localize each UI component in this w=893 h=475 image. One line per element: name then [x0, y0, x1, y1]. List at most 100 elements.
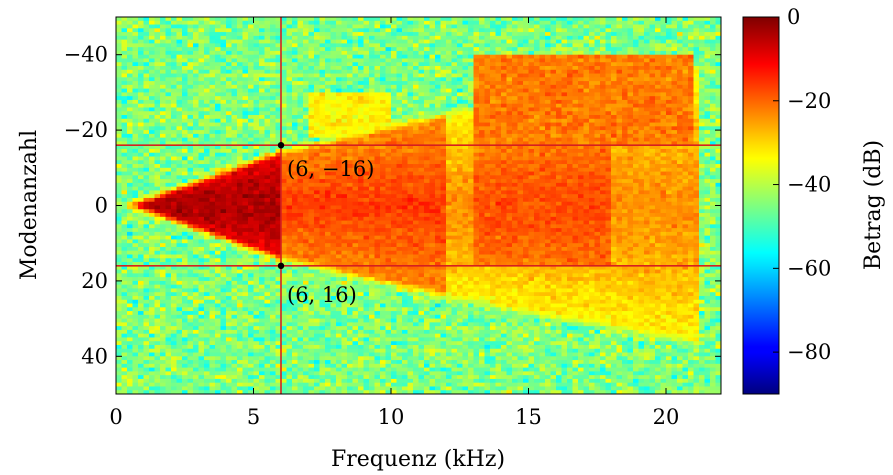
heatmap-cell: [303, 141, 310, 146]
heatmap-cell: [209, 122, 216, 127]
heatmap-cell: [116, 360, 123, 365]
heatmap-cell: [193, 213, 200, 218]
heatmap-cell: [204, 99, 211, 105]
heatmap-cell: [374, 292, 381, 297]
heatmap-cell: [380, 137, 387, 143]
heatmap-cell: [253, 216, 260, 222]
heatmap-cell: [303, 356, 310, 361]
heatmap-cell: [215, 152, 222, 158]
heatmap-cell: [248, 265, 255, 271]
heatmap-cell: [319, 360, 326, 365]
heatmap-cell: [308, 107, 315, 112]
heatmap-cell: [154, 254, 161, 259]
heatmap-cell: [325, 73, 332, 78]
heatmap-cell: [363, 171, 370, 176]
heatmap-cell: [242, 194, 249, 199]
heatmap-cell: [385, 201, 392, 207]
heatmap-cell: [264, 360, 271, 365]
heatmap-cell: [154, 288, 161, 293]
heatmap-cell: [358, 352, 365, 357]
heatmap-cell: [149, 122, 156, 127]
heatmap-cell: [347, 28, 354, 33]
heatmap-cell: [374, 273, 381, 278]
heatmap-cell: [176, 375, 183, 380]
heatmap-cell: [127, 303, 134, 308]
heatmap-cell: [154, 386, 161, 391]
heatmap-cell: [270, 220, 277, 225]
heatmap-cell: [303, 386, 310, 391]
heatmap-cell: [187, 363, 194, 369]
heatmap-cell: [154, 292, 161, 297]
heatmap-cell: [363, 39, 370, 44]
heatmap-cell: [165, 258, 172, 263]
heatmap-cell: [314, 111, 321, 116]
heatmap-cell: [325, 47, 332, 52]
heatmap-cell: [308, 329, 315, 335]
heatmap-cell: [385, 348, 392, 354]
heatmap-cell: [352, 133, 359, 139]
heatmap-cell: [154, 333, 161, 339]
heatmap-cell: [215, 197, 222, 203]
heatmap-cell: [363, 175, 370, 180]
heatmap-cell: [286, 303, 293, 308]
heatmap-cell: [319, 307, 326, 312]
heatmap-cell: [242, 363, 249, 369]
heatmap-cell: [226, 54, 233, 60]
heatmap-cell: [121, 367, 128, 372]
heatmap-cell: [314, 209, 321, 214]
heatmap-cell: [121, 39, 128, 44]
heatmap-cell: [352, 371, 359, 376]
heatmap-cell: [215, 190, 222, 195]
heatmap-cell: [281, 24, 288, 29]
heatmap-cell: [303, 62, 310, 67]
heatmap-cell: [308, 54, 315, 60]
heatmap-cell: [308, 228, 315, 233]
heatmap-cell: [165, 194, 172, 199]
heatmap-cell: [242, 311, 249, 316]
heatmap-cell: [171, 118, 178, 124]
heatmap-cell: [160, 20, 167, 26]
heatmap-cell: [149, 363, 156, 369]
heatmap-cell: [303, 118, 310, 124]
heatmap-cell: [165, 190, 172, 195]
heatmap-cell: [193, 24, 200, 29]
heatmap-cell: [281, 81, 288, 86]
heatmap-cell: [149, 54, 156, 60]
heatmap-cell: [286, 99, 293, 105]
heatmap-cell: [143, 303, 150, 308]
heatmap-cell: [187, 307, 194, 312]
heatmap-cell: [380, 311, 387, 316]
heatmap-cell: [176, 137, 183, 143]
heatmap-cell: [187, 24, 194, 29]
heatmap-cell: [143, 122, 150, 127]
heatmap-cell: [270, 84, 277, 90]
heatmap-cell: [198, 329, 205, 335]
heatmap-cell: [209, 348, 216, 354]
heatmap-cell: [385, 148, 392, 154]
heatmap-cell: [143, 356, 150, 361]
heatmap-cell: [160, 382, 167, 388]
heatmap-cell: [330, 122, 337, 127]
heatmap-cell: [215, 239, 222, 244]
heatmap-cell: [248, 28, 255, 33]
heatmap-cell: [347, 213, 354, 218]
heatmap-cell: [363, 88, 370, 93]
heatmap-cell: [281, 288, 288, 293]
heatmap-cell: [336, 363, 343, 369]
heatmap-cell: [303, 344, 310, 350]
heatmap-cell: [336, 17, 343, 22]
heatmap-cell: [314, 284, 321, 290]
heatmap-cell: [308, 280, 315, 286]
heatmap-cell: [209, 201, 216, 207]
heatmap-cell: [149, 58, 156, 63]
heatmap-cell: [259, 186, 266, 192]
heatmap-cell: [363, 62, 370, 67]
heatmap-cell: [149, 35, 156, 41]
heatmap-cell: [226, 254, 233, 259]
heatmap-cell: [231, 130, 238, 135]
heatmap-cell: [341, 295, 348, 301]
heatmap-cell: [352, 360, 359, 365]
heatmap-cell: [363, 35, 370, 41]
heatmap-cell: [160, 220, 167, 225]
heatmap-cell: [226, 239, 233, 244]
